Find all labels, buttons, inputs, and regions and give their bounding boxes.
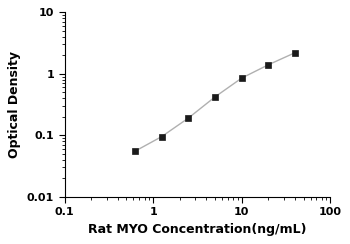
X-axis label: Rat MYO Concentration(ng/mL): Rat MYO Concentration(ng/mL) [88, 223, 307, 236]
Y-axis label: Optical Density: Optical Density [8, 51, 21, 158]
